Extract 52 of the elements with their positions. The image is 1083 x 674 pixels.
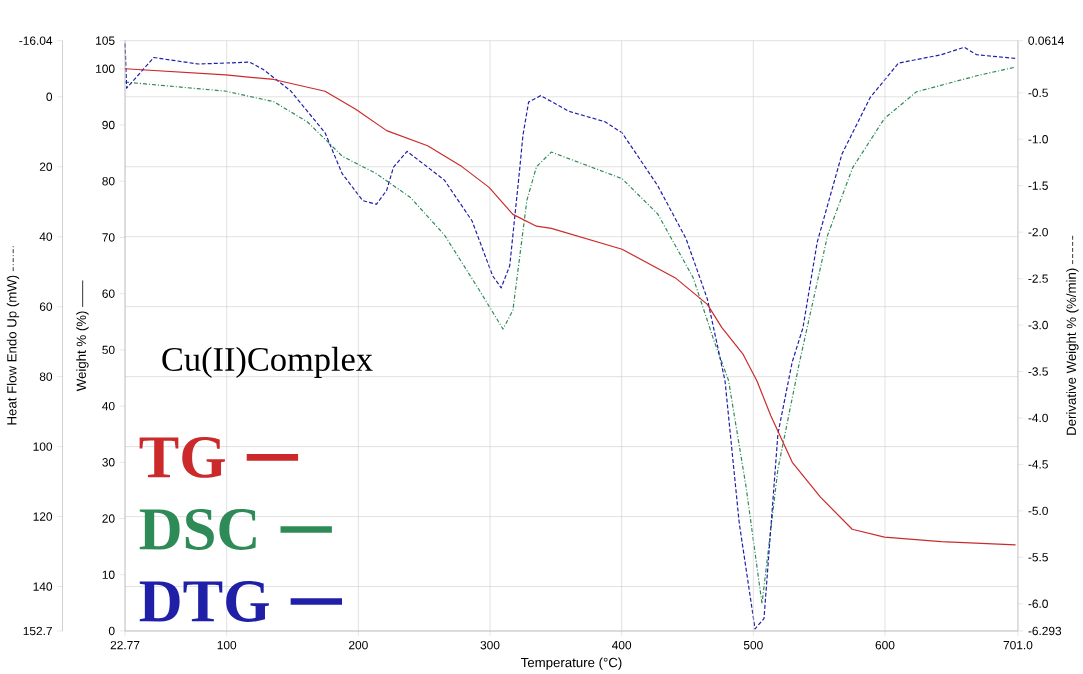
- y2-tick-label: -4.0: [1028, 413, 1048, 423]
- y-tick-label: 50: [102, 345, 115, 354]
- y-tick-label: 20: [102, 514, 115, 523]
- y2-tick-label: -5.5: [1028, 553, 1048, 562]
- y3-tick-label: -16.04: [19, 36, 53, 45]
- y-axis-title: Weight % (%): [76, 311, 89, 392]
- y2-tick-label: -0.5: [1028, 88, 1048, 97]
- x-tick-label: 400: [611, 640, 632, 650]
- y-tick-label: 90: [102, 120, 115, 130]
- y-tick-label: 10: [102, 570, 115, 579]
- y-tick-label: 0: [108, 626, 115, 636]
- y3-tick-label: 60: [39, 302, 53, 311]
- y2-axis-title: Derivative Weight % (%/min): [1066, 268, 1079, 435]
- y2-tick-label: -2.5: [1028, 274, 1048, 283]
- y2-tick-label: -4.5: [1028, 460, 1048, 469]
- y3-tick-label: 100: [33, 442, 53, 451]
- y3-tick-label: 0: [46, 92, 53, 101]
- y2-tick-label: -1.0: [1028, 134, 1048, 144]
- x-tick-label: 200: [349, 640, 368, 650]
- y2-tick-label: -1.5: [1028, 181, 1048, 190]
- y-tick-label: 60: [102, 289, 115, 298]
- x-tick-label: 500: [743, 640, 763, 650]
- legend-label: DSC: [139, 508, 256, 550]
- y-tick-label: 80: [102, 176, 115, 186]
- y3-tick-label: 80: [39, 372, 53, 381]
- y-tick-label: 70: [102, 233, 115, 242]
- annotation: Cu(II)Complex: [162, 346, 373, 378]
- y2-tick-label: -3.0: [1028, 320, 1048, 330]
- y2-tick-label: -5.0: [1028, 506, 1048, 515]
- y-tick-label: 100: [96, 64, 115, 73]
- y3-axis-title: Heat Flow Endo Up (mW): [6, 275, 20, 425]
- y-tick-label: 40: [102, 401, 115, 411]
- x-tick-label: 600: [875, 640, 895, 650]
- y3-tick-label: 40: [39, 232, 53, 241]
- y3-tick-label: 140: [33, 582, 53, 591]
- y2-tick-label: -2.0: [1028, 227, 1048, 237]
- x-axis-title: Temperature (°C): [520, 657, 622, 670]
- y2-tick-label: -6.0: [1028, 599, 1048, 608]
- y-tick-label: 30: [102, 457, 115, 467]
- x-tick-label: 300: [480, 640, 500, 650]
- y3-tick-label: 152.7: [23, 626, 52, 636]
- y3-tick-label: 120: [33, 512, 53, 521]
- y2-tick-label: 0.0614: [1028, 36, 1064, 45]
- y3-tick-label: 20: [39, 162, 53, 171]
- y2-tick-label: -6.293: [1028, 626, 1062, 636]
- y2-tick-label: -3.5: [1028, 367, 1048, 376]
- legend-label: TG: [139, 436, 225, 478]
- x-tick-label: 22.77: [110, 640, 140, 650]
- x-tick-label: 701.0: [1003, 640, 1033, 650]
- x-tick-label: 100: [217, 640, 237, 650]
- legend-label: DTG: [139, 580, 269, 622]
- y-tick-label: 105: [96, 36, 115, 45]
